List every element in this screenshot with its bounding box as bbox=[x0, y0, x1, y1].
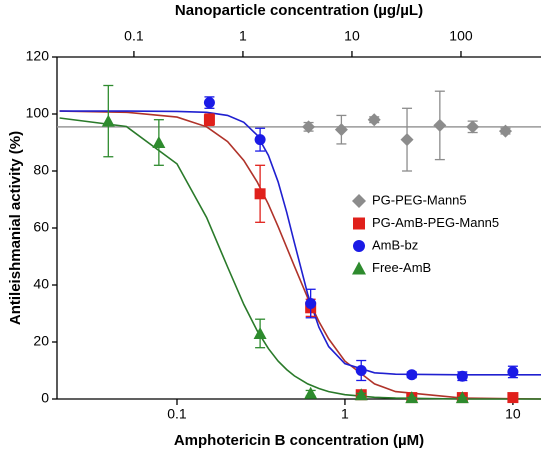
marker bbox=[507, 366, 519, 378]
marker bbox=[152, 136, 166, 148]
marker bbox=[367, 113, 381, 127]
x-tick-label: 0.1 bbox=[167, 406, 187, 422]
marker bbox=[334, 123, 348, 137]
x2-tick-label: 1 bbox=[239, 28, 247, 44]
marker bbox=[304, 386, 318, 399]
y-tick-label: 0 bbox=[41, 390, 49, 406]
fit-curve bbox=[59, 117, 541, 400]
legend: PG-PEG-Mann5 PG-AmB-PEG-Mann5 AmB-bz Free-A… bbox=[352, 192, 499, 275]
y-tick-label: 120 bbox=[26, 48, 50, 64]
marker bbox=[203, 97, 215, 109]
marker bbox=[355, 365, 367, 376]
x2-tick-label: 10 bbox=[344, 28, 360, 44]
x-tick-label: 1 bbox=[341, 406, 349, 422]
marker bbox=[352, 194, 366, 208]
y-axis-title: Antileishmanial activity (%) bbox=[7, 131, 24, 325]
x2-tick-label: 0.1 bbox=[124, 28, 144, 44]
fit-curve bbox=[59, 110, 541, 376]
marker bbox=[302, 120, 316, 134]
marker bbox=[354, 388, 368, 401]
fit-curve bbox=[59, 110, 542, 400]
marker bbox=[352, 261, 366, 275]
legend-label: PG-PEG-Mann5 bbox=[372, 192, 467, 207]
marker bbox=[455, 391, 469, 404]
marker bbox=[405, 391, 419, 404]
marker bbox=[400, 133, 414, 147]
marker bbox=[466, 120, 480, 134]
x-axis-title: Amphotericin B concentration (µM) bbox=[174, 432, 424, 449]
marker bbox=[433, 118, 447, 132]
y-tick-label: 100 bbox=[26, 105, 50, 121]
marker bbox=[353, 217, 365, 230]
marker bbox=[456, 370, 468, 382]
marker bbox=[253, 326, 267, 339]
legend-label: Free-AmB bbox=[372, 260, 431, 275]
marker bbox=[507, 392, 519, 404]
marker bbox=[254, 134, 266, 146]
x2-tick-label: 100 bbox=[449, 28, 473, 44]
x-tick-label: 10 bbox=[505, 406, 521, 422]
y-tick-label: 60 bbox=[33, 219, 49, 235]
legend-label: AmB-bz bbox=[372, 237, 418, 252]
x2-axis-title: Nanoparticle concentration (µg/µL) bbox=[175, 2, 423, 19]
marker bbox=[203, 114, 215, 126]
y-tick-label: 20 bbox=[33, 333, 49, 349]
marker bbox=[353, 240, 365, 252]
marker bbox=[406, 369, 418, 381]
marker bbox=[254, 188, 266, 200]
marker bbox=[305, 298, 317, 310]
legend-label: PG-AmB-PEG-Mann5 bbox=[372, 215, 499, 230]
y-tick-label: 40 bbox=[33, 276, 49, 292]
marker bbox=[101, 114, 115, 127]
y-tick-label: 80 bbox=[33, 162, 49, 178]
marker bbox=[498, 124, 512, 138]
